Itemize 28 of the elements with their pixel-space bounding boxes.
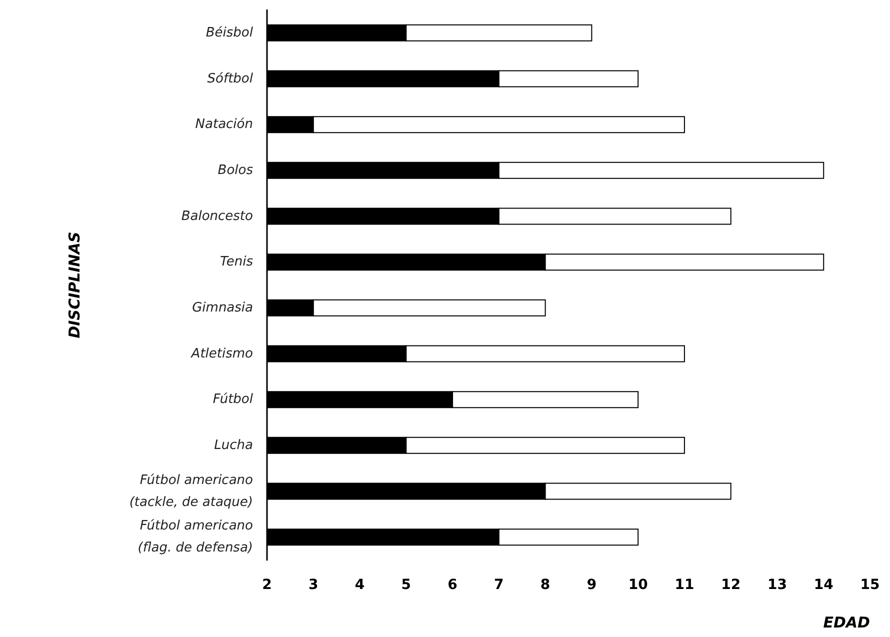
x-tick-label: 5 [401, 577, 412, 593]
y-tick-label: Bolos [218, 162, 254, 178]
y-tick-label: Béisbol [206, 25, 254, 40]
x-tick-label: 14 [814, 577, 834, 593]
x-tick-label: 11 [674, 577, 694, 593]
y-tick-label: Sóftbol [207, 71, 254, 86]
y-tick-label: Lucha [214, 438, 254, 453]
x-tick-label: 7 [494, 577, 504, 593]
x-tick-label: 4 [354, 577, 365, 593]
y-tick-label: Natación [195, 117, 253, 132]
x-tick-label: 9 [586, 577, 597, 593]
y-tick-label: Fútbol americano (flag. de defensa) [138, 518, 254, 556]
y-tick-label: Baloncesto [181, 208, 254, 224]
x-axis-title: EDAD [823, 614, 870, 632]
x-tick-label: 6 [448, 577, 458, 593]
x-tick-label: 8 [540, 577, 550, 593]
x-tick-label: 12 [721, 577, 741, 593]
y-axis-title: DISCIPLINAS [66, 232, 84, 338]
x-tick-label: 10 [628, 577, 648, 593]
y-tick-label: Fútbol [212, 392, 254, 408]
y-tick-label: Atletismo [190, 346, 254, 362]
y-tick-label: Gimnasia [192, 300, 254, 316]
x-tick-label: 3 [308, 577, 318, 593]
x-tick-label: 13 [767, 577, 787, 593]
x-tick-label: 15 [860, 577, 880, 593]
y-tick-label: Fútbol americano (tackle, de ataque) [129, 472, 254, 510]
y-tick-label: Tenis [220, 254, 254, 270]
x-tick-label: 2 [262, 577, 272, 593]
